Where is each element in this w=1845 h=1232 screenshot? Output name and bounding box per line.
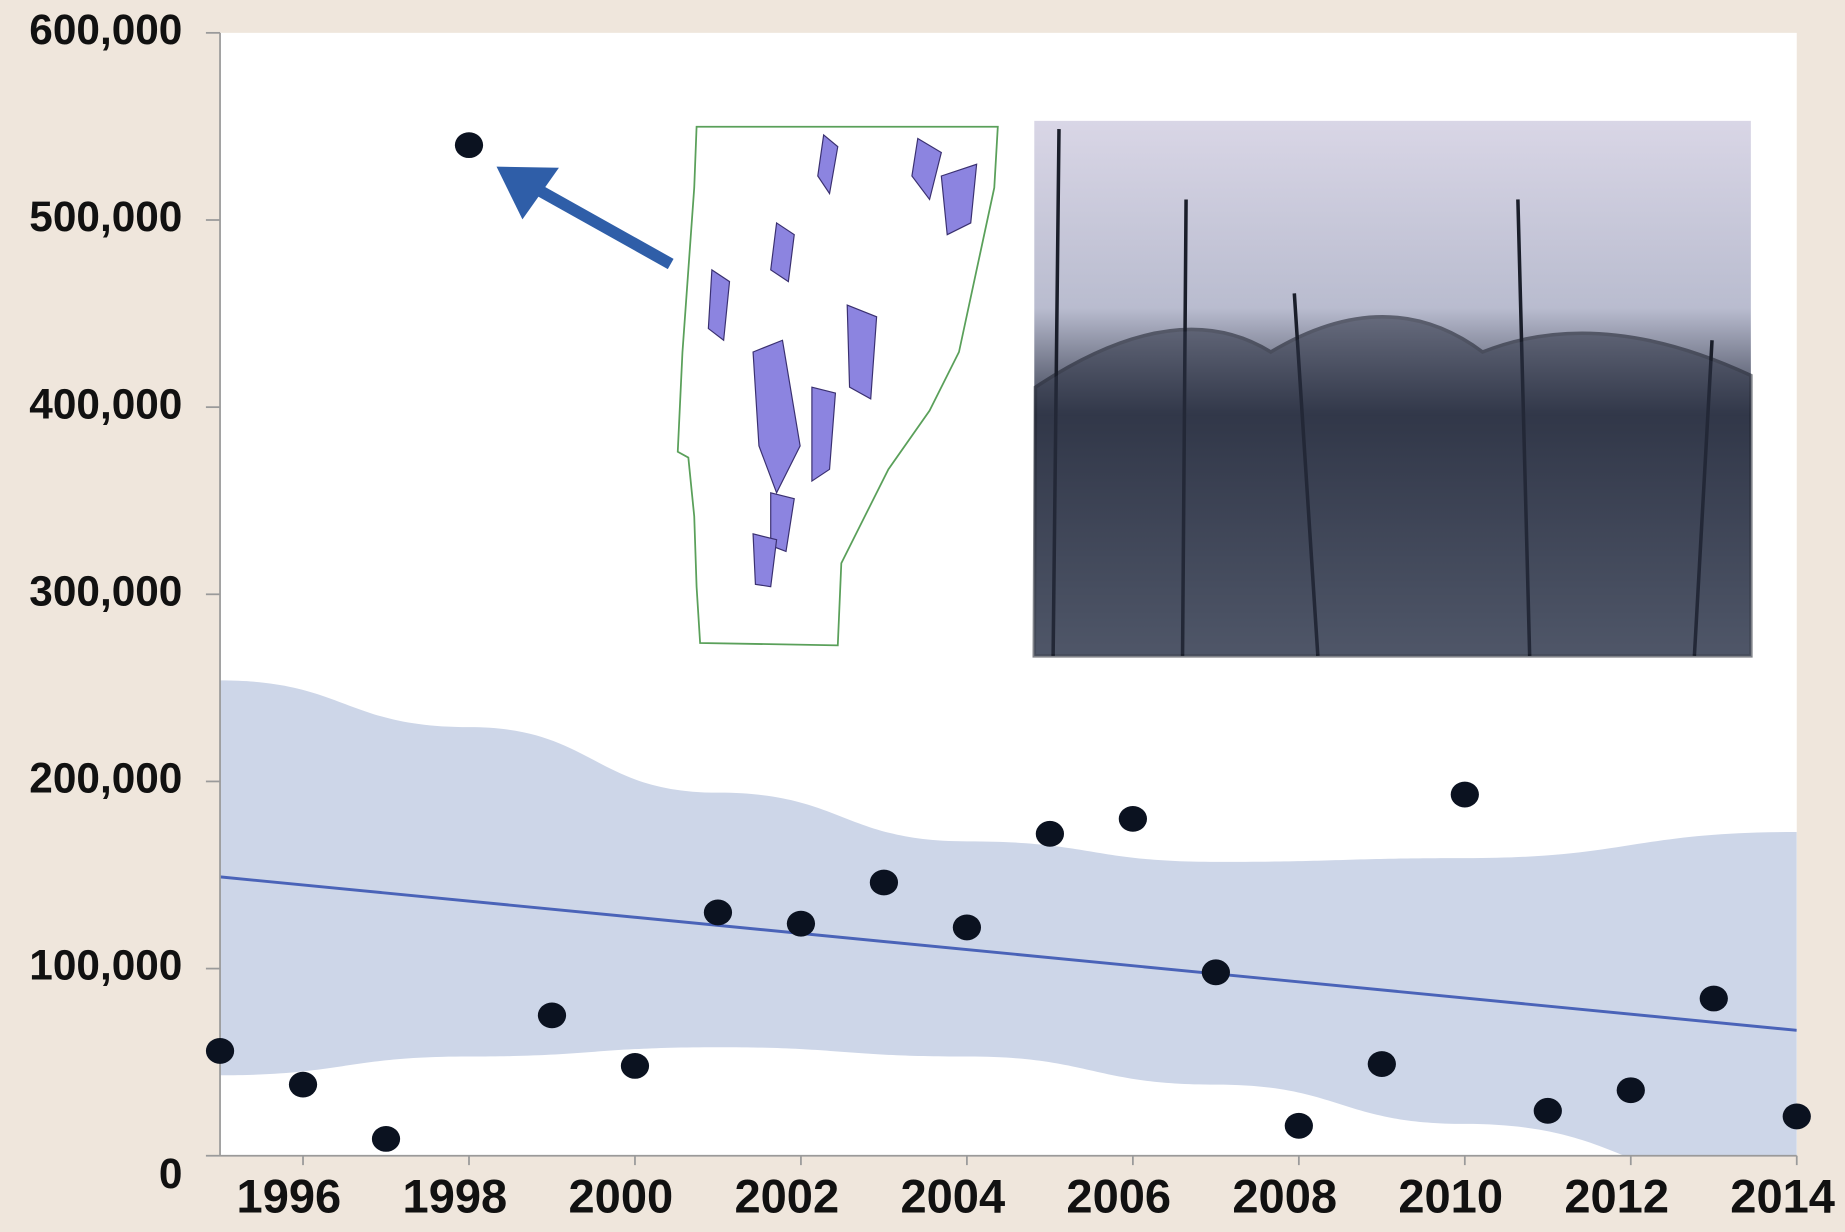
y-tick-label: 500,000 [29, 193, 182, 240]
point [206, 1038, 234, 1064]
x-tick-label: 2002 [734, 1170, 839, 1223]
x-tick-label: 2008 [1232, 1170, 1337, 1223]
y-tick-label: 100,000 [29, 942, 182, 989]
point [538, 1002, 566, 1028]
point [953, 915, 981, 941]
point [1617, 1077, 1645, 1103]
x-tick-label: 2000 [569, 1170, 674, 1223]
point [1036, 821, 1064, 847]
y-tick-label: 200,000 [29, 755, 182, 802]
point [1119, 806, 1147, 832]
point [1783, 1104, 1811, 1130]
y-tick-label: 600,000 [29, 6, 182, 53]
point [621, 1053, 649, 1079]
point [289, 1072, 317, 1098]
point [870, 870, 898, 896]
x-tick-label: 1998 [403, 1170, 508, 1223]
x-tick-label: 1996 [237, 1170, 342, 1223]
point [1368, 1051, 1396, 1077]
point [455, 132, 483, 158]
x-tick-label: 2014 [1730, 1170, 1835, 1223]
x-tick-label: 2004 [900, 1170, 1005, 1223]
chart: 0 100,000 200,000 300,000 400,000 500,000 600,… [0, 0, 1845, 1232]
point [1451, 782, 1479, 808]
point [1202, 959, 1230, 985]
y-tick-label: 0 [159, 1150, 183, 1197]
x-tick-label: 2006 [1066, 1170, 1171, 1223]
point [1700, 986, 1728, 1012]
point [704, 900, 732, 926]
point [787, 911, 815, 937]
point [372, 1126, 400, 1152]
x-tick-label: 2010 [1398, 1170, 1503, 1223]
point [1534, 1098, 1562, 1124]
x-tick-label: 2012 [1564, 1170, 1669, 1223]
point [1285, 1113, 1313, 1139]
y-tick-label: 300,000 [29, 568, 182, 615]
y-tick-label: 400,000 [29, 380, 182, 427]
